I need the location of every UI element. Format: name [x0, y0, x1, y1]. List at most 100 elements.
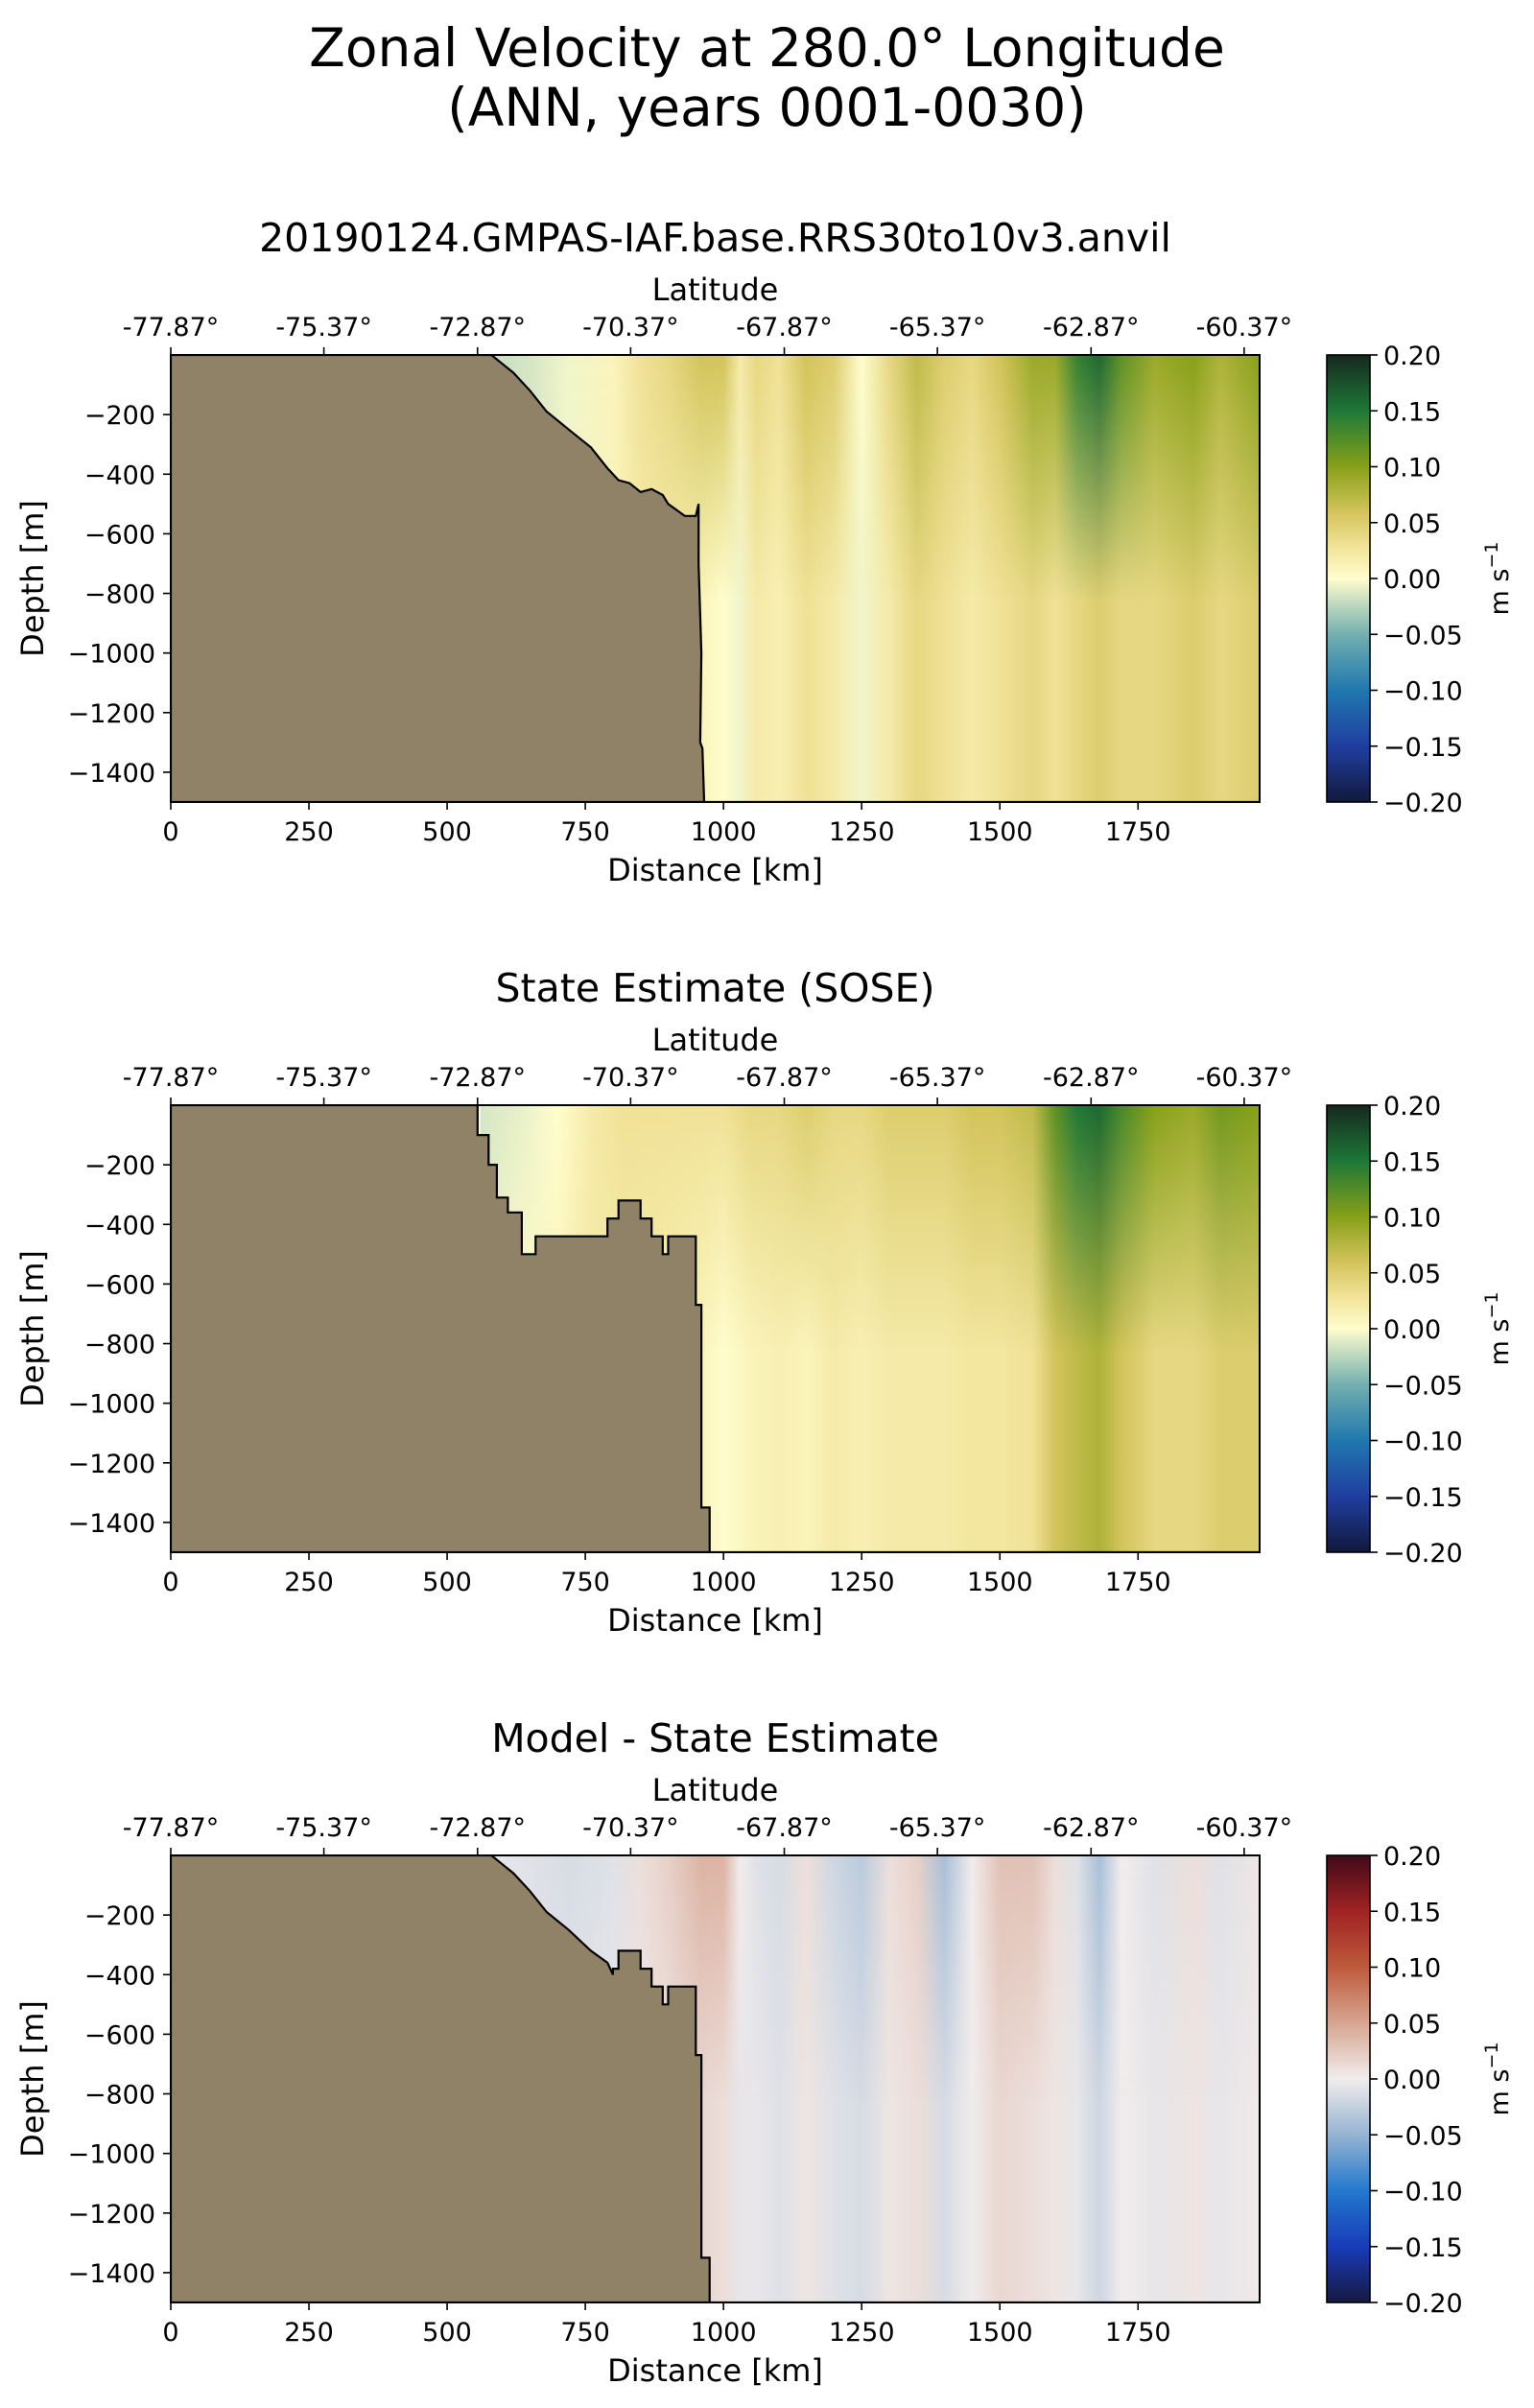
x-tick-label: 1000 — [691, 2318, 757, 2348]
colorbar-tick-label: 0.15 — [1383, 397, 1441, 427]
colorbar — [1326, 1854, 1371, 2303]
colorbar-tick-label: 0.20 — [1383, 1842, 1441, 1872]
y-tick-label: −600 — [84, 2020, 155, 2050]
x-tick-label: 1250 — [829, 2318, 895, 2348]
y-tick-label: −1200 — [68, 1450, 155, 1479]
x-tick-label: 1250 — [829, 817, 895, 847]
colorbar — [1326, 1104, 1371, 1553]
x-tick-label: 1000 — [691, 1568, 757, 1597]
top-tick-label: -67.87° — [736, 1063, 833, 1093]
colorbar-tick-label: −0.05 — [1383, 1371, 1463, 1401]
colorbar-tick-label: 0.20 — [1383, 342, 1441, 371]
x-tick-label: 750 — [560, 2318, 610, 2348]
colorbar-tick-label: −0.10 — [1383, 2178, 1463, 2207]
x-tick-label: 1500 — [967, 817, 1033, 847]
top-tick-label: -75.37° — [275, 1813, 372, 1843]
x-tick-label: 0 — [162, 817, 178, 847]
colorbar-tick-label: 0.15 — [1383, 1898, 1441, 1927]
colorbar-tick-label: −0.05 — [1383, 621, 1463, 650]
colorbar-tick-label: 0.15 — [1383, 1147, 1441, 1177]
colorbar-tick-label: 0.10 — [1383, 1204, 1441, 1234]
x-tick-label: 1750 — [1105, 1568, 1171, 1597]
x-tick-label: 1500 — [967, 1568, 1033, 1597]
colorbar-tick-label: 0.05 — [1383, 1260, 1441, 1289]
x-tick-label: 500 — [422, 817, 472, 847]
top-tick-label: -60.37° — [1196, 1813, 1293, 1843]
top-tick-label: -77.87° — [123, 1063, 220, 1093]
top-tick-label: -62.87° — [1043, 1813, 1140, 1843]
top-tick-label: -72.87° — [429, 1813, 526, 1843]
colorbar-tick-label: 0.00 — [1383, 565, 1441, 595]
x-axis-label: Distance [km] — [607, 1602, 823, 1639]
y-axis-label: Depth [m] — [14, 2000, 51, 2158]
y-tick-label: −1400 — [68, 759, 155, 789]
y-tick-label: −800 — [84, 1331, 155, 1360]
x-tick-label: 500 — [422, 1568, 472, 1597]
x-tick-label: 250 — [284, 817, 334, 847]
colorbar-tick-label: −0.05 — [1383, 2121, 1463, 2151]
top-tick-label: -70.37° — [582, 1063, 679, 1093]
colorbar-tick-label: −0.10 — [1383, 677, 1463, 707]
top-tick-label: -70.37° — [582, 313, 679, 342]
plot-frame — [170, 354, 1261, 803]
colorbar-tick-label: 0.00 — [1383, 1315, 1441, 1345]
x-tick-label: 1250 — [829, 1568, 895, 1597]
y-tick-label: −1000 — [68, 1390, 155, 1420]
colorbar-label: m s−1 — [1481, 1292, 1515, 1366]
figure-title-line-2: (ANN, years 0001-0030) — [447, 77, 1087, 138]
figure-title-line-1: Zonal Velocity at 280.0° Longitude — [309, 17, 1225, 79]
x-axis-label: Distance [km] — [607, 2352, 823, 2389]
colorbar-tick-label: 0.10 — [1383, 454, 1441, 484]
colorbar-label: m s−1 — [1481, 542, 1515, 616]
top-tick-label: -65.37° — [889, 1813, 986, 1843]
panel-title: 20190124.GMPAS-IAF.base.RRS30to10v3.anvi… — [259, 215, 1171, 261]
top-tick-label: -65.37° — [889, 1063, 986, 1093]
y-tick-label: −200 — [84, 1151, 155, 1181]
colorbar-tick-label: −0.15 — [1383, 2233, 1463, 2263]
y-tick-label: −600 — [84, 520, 155, 550]
panel-2: 0 250 500 750 1000 1250 1500 1750 -77.87° -75.37°… — [14, 965, 1515, 1639]
y-axis-label: Depth [m] — [14, 500, 51, 657]
top-tick-label: -75.37° — [275, 313, 372, 342]
x-tick-label: 250 — [284, 1568, 334, 1597]
y-tick-label: −400 — [84, 1211, 155, 1240]
top-axis-label: Latitude — [652, 271, 779, 308]
top-tick-label: -72.87° — [429, 1063, 526, 1093]
x-tick-label: 1500 — [967, 2318, 1033, 2348]
top-tick-label: -67.87° — [736, 1813, 833, 1843]
plot-frame — [170, 1854, 1261, 2303]
top-tick-label: -60.37° — [1196, 313, 1293, 342]
y-tick-label: −800 — [84, 580, 155, 610]
y-tick-label: −1200 — [68, 2200, 155, 2230]
y-tick-label: −1000 — [68, 2140, 155, 2170]
colorbar-tick-label: −0.20 — [1383, 2289, 1463, 2319]
x-tick-label: 750 — [560, 1568, 610, 1597]
colorbar-tick-label: 0.20 — [1383, 1092, 1441, 1121]
top-tick-label: -67.87° — [736, 313, 833, 342]
top-tick-label: -72.87° — [429, 313, 526, 342]
panel-3: 0 250 500 750 1000 1250 1500 1750 -77.87° -75.37°… — [14, 1715, 1515, 2389]
plot-frame — [170, 1104, 1261, 1553]
y-tick-label: −600 — [84, 1270, 155, 1300]
bathymetry-land — [171, 1855, 1260, 2302]
top-tick-label: -70.37° — [582, 1813, 679, 1843]
top-axis-label: Latitude — [652, 1022, 779, 1058]
top-tick-label: -77.87° — [123, 1813, 220, 1843]
x-axis-label: Distance [km] — [607, 852, 823, 888]
x-tick-label: 0 — [162, 1568, 178, 1597]
colorbar-tick-label: −0.20 — [1383, 1539, 1463, 1569]
panel-title: State Estimate (SOSE) — [496, 965, 935, 1011]
x-tick-label: 250 — [284, 2318, 334, 2348]
colorbar-tick-label: 0.10 — [1383, 1954, 1441, 1984]
x-tick-label: 1750 — [1105, 2318, 1171, 2348]
y-tick-label: −1400 — [68, 1509, 155, 1539]
colorbar-tick-label: 0.00 — [1383, 2066, 1441, 2095]
top-tick-label: -75.37° — [275, 1063, 372, 1093]
top-tick-label: -62.87° — [1043, 313, 1140, 342]
y-tick-label: −1200 — [68, 699, 155, 729]
y-axis-label: Depth [m] — [14, 1250, 51, 1407]
panel-1: 0 250 500 750 1000 1250 1500 1750 -77.87° -75.37°… — [14, 215, 1515, 888]
colorbar-tick-label: 0.05 — [1383, 2010, 1441, 2040]
y-tick-label: −200 — [84, 401, 155, 431]
